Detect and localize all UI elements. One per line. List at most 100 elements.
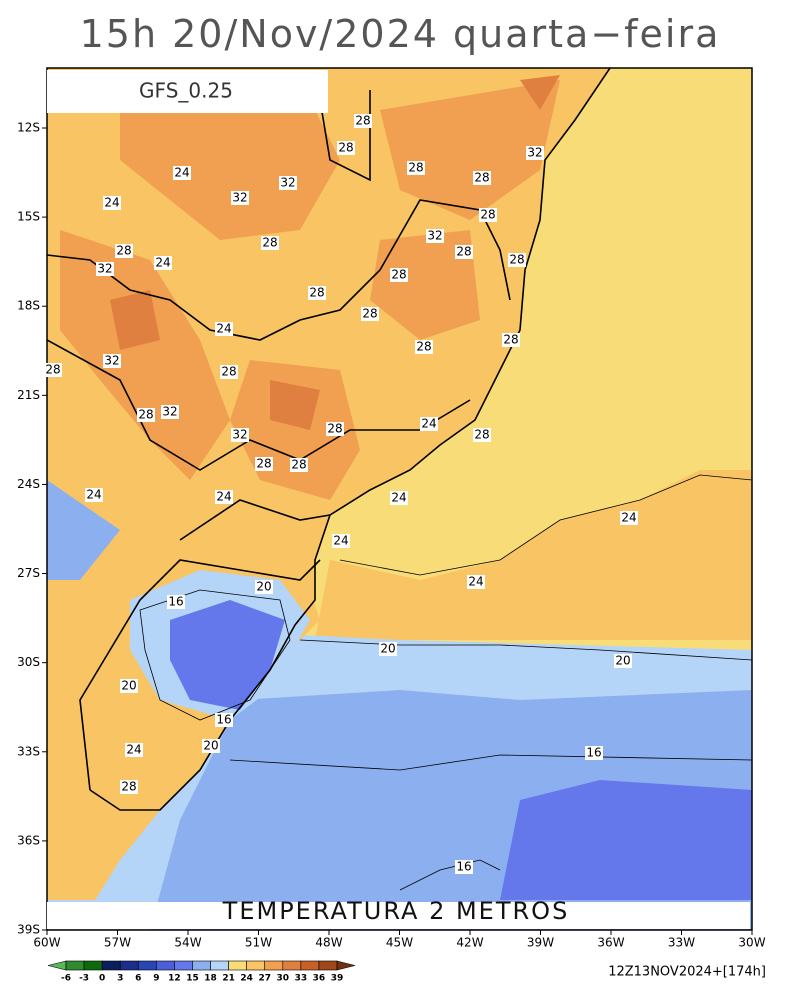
contour-label-bg	[354, 114, 372, 128]
colorbar-label: -3	[79, 974, 89, 984]
lon-tick-label: 48W	[315, 936, 342, 950]
contour-label: 32	[280, 176, 295, 190]
lon-tick-label: 51W	[245, 936, 272, 950]
contour-label-bg	[290, 458, 308, 472]
contour-label: 28	[509, 253, 524, 267]
contour-label-bg	[361, 307, 379, 321]
lat-tick-label: 30S	[17, 655, 40, 669]
contour-label: 28	[355, 114, 370, 128]
lon-tick-label: 33W	[668, 936, 695, 950]
lon-tick-label: 57W	[104, 936, 131, 950]
contour-label: 24	[216, 490, 231, 504]
contour-label: 28	[327, 422, 342, 436]
contour-label: 24	[174, 166, 189, 180]
contour-label-bg	[526, 146, 544, 160]
contour-label-bg	[85, 488, 103, 502]
colorbar-swatch	[264, 960, 284, 971]
contour-label: 28	[116, 244, 131, 258]
contour-label: 20	[203, 739, 218, 753]
contour-label: 28	[408, 161, 423, 175]
contour-label-bg	[426, 229, 444, 243]
contour-label: 32	[232, 191, 247, 205]
colorbar-label: 24	[240, 974, 253, 984]
colorbar-label: 6	[135, 974, 141, 984]
contour-label: 32	[162, 405, 177, 419]
lon-tick-label: 39W	[527, 936, 554, 950]
contour-label: 24	[333, 534, 348, 548]
field-box	[47, 902, 750, 929]
contour-label: 16	[586, 746, 601, 760]
contour-label-bg	[261, 236, 279, 250]
colorbar-swatch	[101, 960, 121, 971]
colorbar-swatch	[119, 960, 139, 971]
contour-label: 28	[45, 363, 60, 377]
lon-tick-label: 30W	[738, 936, 765, 950]
contour-label: 28	[262, 236, 277, 250]
run-label: 12Z13NOV2024+[174h]	[608, 965, 766, 980]
contour-label-bg	[390, 491, 408, 505]
colorbar-label: 12	[168, 974, 181, 984]
contour-label-bg	[173, 166, 191, 180]
colorbar-swatch	[282, 960, 302, 971]
colorbar-swatch	[137, 960, 157, 971]
lon-tick-label: 42W	[456, 936, 483, 950]
contour-label-bg	[479, 208, 497, 222]
lon-tick-label: 36W	[597, 936, 624, 950]
contour-label-bg	[420, 417, 438, 431]
contour-label-bg	[215, 490, 233, 504]
contour-label: 28	[221, 365, 236, 379]
contour-label-bg	[115, 244, 133, 258]
contour-label: 32	[232, 428, 247, 442]
contour-label: 24	[391, 491, 406, 505]
colorbar-swatch	[174, 960, 193, 971]
lat-tick-label: 21S	[17, 388, 40, 402]
contour-label: 20	[256, 580, 271, 594]
colorbar-label: -6	[61, 974, 71, 984]
colorbar-label: 36	[313, 974, 326, 984]
contour-label: 32	[427, 229, 442, 243]
contour-label-bg	[390, 268, 408, 282]
contour-label: 28	[391, 268, 406, 282]
contour-label-bg	[337, 141, 355, 155]
contour-label-bg	[620, 511, 638, 525]
contour-label-bg	[279, 176, 297, 190]
colorbar-swatch	[246, 960, 266, 971]
contour-label-bg	[255, 457, 273, 471]
colorbar-swatch	[300, 960, 320, 971]
contour-label: 24	[468, 575, 483, 589]
contour-label-bg	[220, 365, 238, 379]
lon-tick-label: 60W	[33, 936, 60, 950]
contour-label: 20	[615, 654, 630, 668]
lat-tick-label: 33S	[17, 744, 40, 758]
colorbar-label: 30	[277, 974, 290, 984]
colorbar-high	[336, 960, 356, 971]
contour-label-bg	[202, 739, 220, 753]
contour-label-bg	[96, 262, 114, 276]
colorbar-swatch	[228, 960, 247, 971]
lat-tick-label: 18S	[17, 299, 40, 313]
contour-label-bg	[120, 679, 138, 693]
colorbar-label: 39	[331, 974, 344, 984]
contour-label-bg	[473, 428, 491, 442]
contour-label: 20	[380, 642, 395, 656]
contour-label: 28	[480, 208, 495, 222]
colorbar-label: 18	[204, 974, 217, 984]
contour-label: 24	[621, 511, 636, 525]
contour-label: 28	[256, 457, 271, 471]
lat-tick-label: 15S	[17, 210, 40, 224]
contour-label-bg	[103, 196, 121, 210]
contour-label-bg	[379, 642, 397, 656]
contour-label: 32	[104, 354, 119, 368]
contour-label-bg	[154, 256, 172, 270]
lon-tick-label: 54W	[174, 936, 201, 950]
lon-tick-label: 45W	[386, 936, 413, 950]
model-label: GFS_0.25	[139, 79, 233, 103]
contour-label: 16	[168, 595, 183, 609]
colorbar-swatch	[210, 960, 229, 971]
contour-label: 28	[503, 333, 518, 347]
contour-label-bg	[614, 654, 632, 668]
contour-label-bg	[455, 860, 473, 874]
contour-label: 28	[338, 141, 353, 155]
